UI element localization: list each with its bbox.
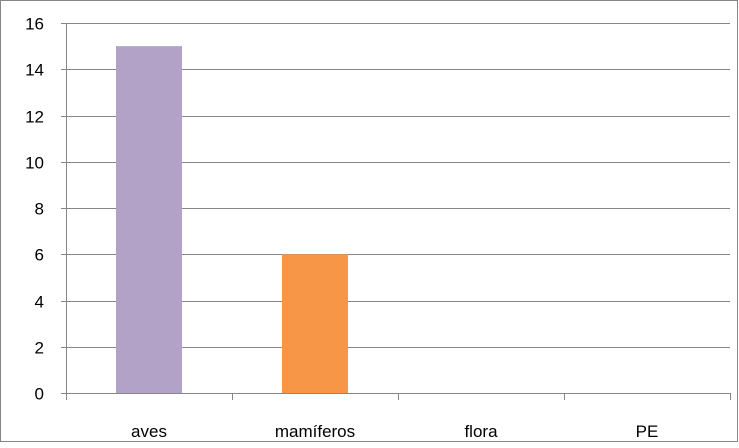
bar-aves — [116, 46, 182, 393]
x-tick-label-PE: PE — [636, 422, 659, 441]
y-tick-label-6: 6 — [35, 246, 44, 265]
y-tick-label-14: 14 — [25, 61, 44, 80]
bars — [116, 46, 348, 393]
y-tick-label-2: 2 — [35, 339, 44, 358]
y-tick-label-12: 12 — [25, 108, 44, 127]
x-tick-label-mamíferos: mamíferos — [275, 422, 355, 441]
y-tick-labels: 0 2 4 6 8 10 12 14 16 — [25, 15, 44, 404]
y-tick-label-0: 0 — [35, 385, 44, 404]
x-tick-label-aves: aves — [131, 422, 167, 441]
y-tick-label-8: 8 — [35, 200, 44, 219]
y-tick-label-10: 10 — [25, 154, 44, 173]
y-tick-label-4: 4 — [35, 293, 44, 312]
axes — [61, 23, 731, 400]
x-tick-labels: aves mamíferos flora PE — [131, 422, 658, 441]
bar-mamíferos — [282, 254, 348, 393]
y-tick-label-16: 16 — [25, 15, 44, 34]
x-tick-label-flora: flora — [464, 422, 498, 441]
